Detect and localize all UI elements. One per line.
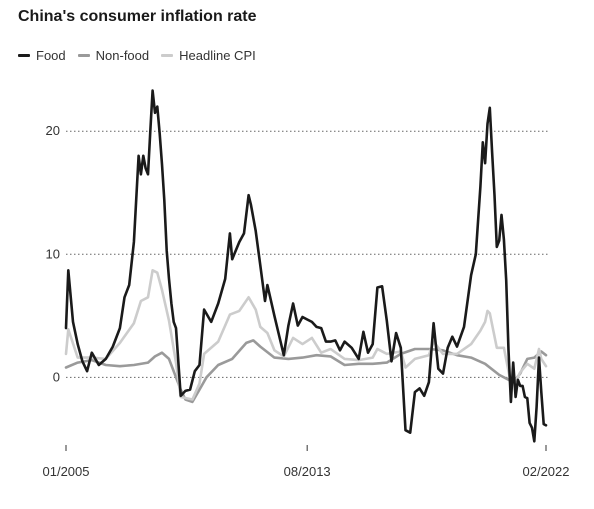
y-axis-ticks: 0 10 20	[46, 123, 60, 384]
legend-label-headline-cpi: Headline CPI	[179, 48, 256, 63]
chart-title: China's consumer inflation rate	[18, 8, 257, 25]
legend-swatch-headline-cpi	[161, 54, 174, 57]
legend-item-headline-cpi: Headline CPI	[161, 48, 256, 63]
series-line-headline-cpi	[64, 269, 548, 401]
x-tick-label: 08/2013	[284, 464, 331, 479]
series-line-non-food	[64, 339, 548, 404]
legend-swatch-food	[18, 54, 30, 57]
legend: Food Non-food Headline CPI	[18, 48, 268, 63]
grid-lines	[66, 130, 548, 378]
legend-item-non-food: Non-food	[77, 48, 150, 63]
legend-swatch-non-food	[77, 54, 90, 57]
legend-label-non-food: Non-food	[95, 48, 150, 63]
x-tick-label: 02/2022	[523, 464, 570, 479]
series-line-food	[64, 89, 548, 443]
legend-item-food: Food	[18, 48, 66, 63]
series-lines	[64, 89, 548, 443]
y-tick-label: 0	[53, 369, 60, 384]
y-tick-label: 10	[46, 246, 60, 261]
y-tick-label: 20	[46, 123, 60, 138]
x-tick-label: 01/2005	[43, 464, 90, 479]
x-axis-ticks: 01/2005 08/2013 02/2022	[43, 445, 570, 479]
legend-label-food: Food	[36, 48, 66, 63]
